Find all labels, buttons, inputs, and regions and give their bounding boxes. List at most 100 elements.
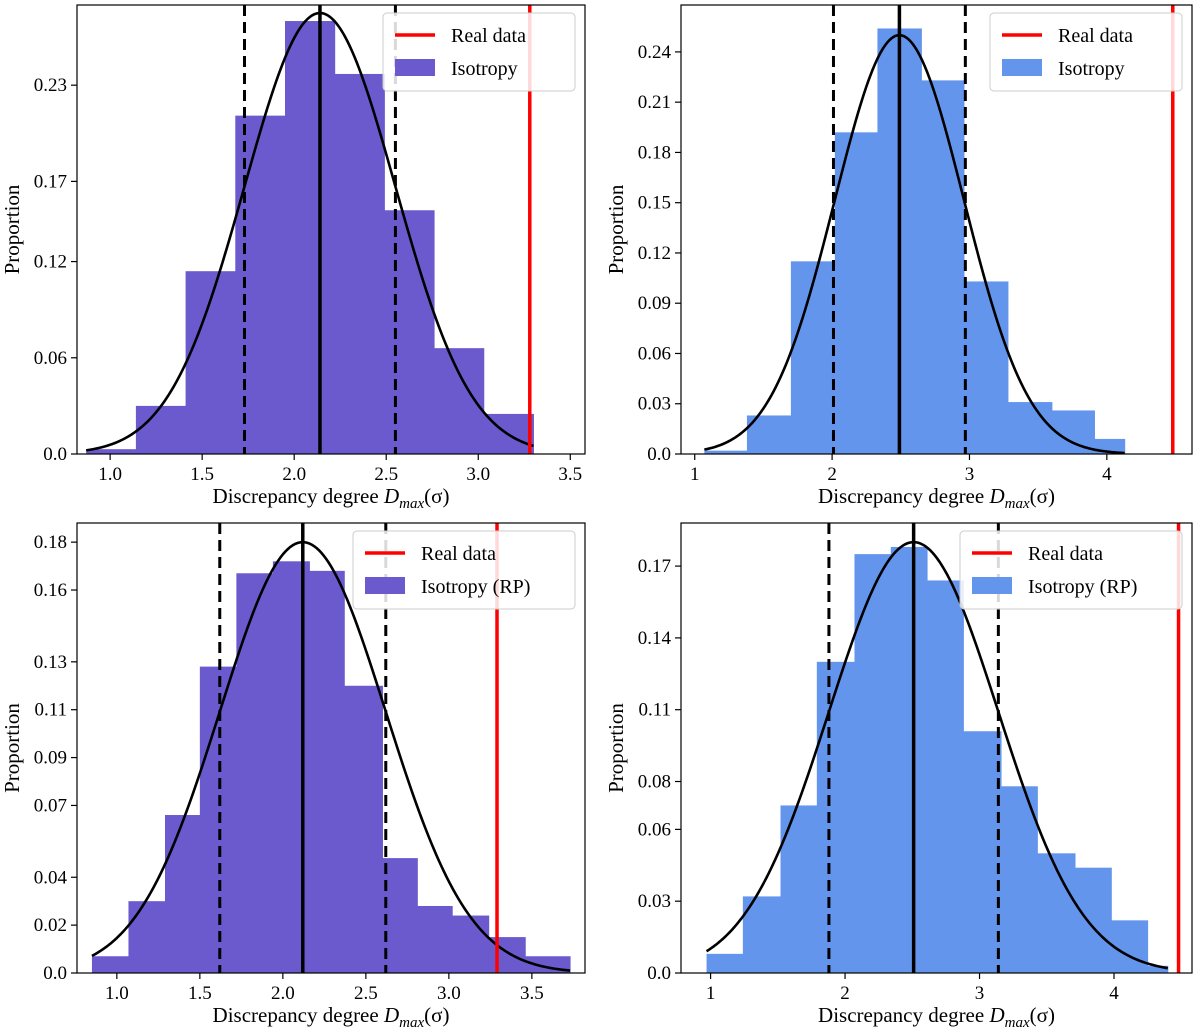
x-tick-label: 2.5: [354, 983, 378, 1004]
legend: Real data Isotropy (RP): [352, 530, 576, 610]
histogram-bar: [86, 449, 137, 454]
y-tick-label: 0.07: [34, 795, 67, 816]
histogram-bar: [284, 21, 336, 455]
legend-sim-label: Isotropy (RP): [1028, 576, 1137, 598]
y-tick-label: 0.18: [34, 532, 67, 553]
legend: Real data Isotropy: [382, 12, 576, 92]
histogram-bar: [1075, 867, 1112, 973]
histogram-bar: [890, 546, 928, 973]
histogram-bar: [164, 815, 201, 973]
legend-box: [959, 530, 1183, 610]
y-tick-label: 0.13: [34, 652, 67, 673]
y-tick-label: 0.04: [34, 867, 68, 888]
y-tick-label: 0.09: [638, 293, 671, 314]
histogram-bar: [91, 956, 129, 973]
y-axis-label: Proportion: [604, 184, 628, 274]
panel-bottom-left: 1.0 1.5 2.0 2.5 3.0 3.5 0.0 0.02 0.04 0.07 0.09 0.1…: [0, 522, 586, 1031]
histogram-bar: [780, 805, 818, 973]
x-axis-label-prefix: Discrepancy degree: [818, 484, 989, 508]
histogram-bar: [382, 858, 418, 973]
y-tick-label: 0.06: [638, 343, 671, 364]
legend-real-data-label: Real data: [1058, 25, 1133, 47]
histogram-bar: [1001, 786, 1038, 973]
legend-real-data-label: Real data: [1028, 543, 1103, 565]
plot-frame: [680, 522, 1193, 974]
x-axis-label-var: D: [383, 484, 399, 508]
x-axis-label: Discrepancy degree Dmax(σ): [818, 484, 1055, 512]
x-tick-label: 1: [690, 464, 700, 485]
x-axis-label: Discrepancy degree Dmax(σ): [213, 1003, 450, 1031]
legend: Real data Isotropy (RP): [959, 530, 1183, 610]
x-tick-label: 4: [1109, 983, 1119, 1004]
y-axis-label: Proportion: [604, 703, 628, 793]
y-tick-label: 0.02: [34, 915, 67, 936]
gaussian-fit-curve: [705, 540, 1169, 970]
y-tick-label: 0.0: [43, 444, 67, 465]
legend-box: [352, 530, 576, 610]
histogram-bar: [334, 73, 385, 454]
x-axis-label-var: D: [383, 1003, 399, 1027]
y-axis-label: Proportion: [0, 703, 24, 793]
y-tick-label: 0.11: [34, 700, 67, 721]
x-tick-label: 3.5: [558, 464, 582, 485]
histogram-bar: [236, 573, 274, 973]
histogram-bar: [417, 905, 453, 973]
legend-sim-swatch: [1002, 59, 1042, 76]
histogram-bar: [706, 953, 744, 973]
x-axis-label: Discrepancy degree Dmax(σ): [213, 484, 450, 512]
gaussian-fit-curve: [704, 33, 1125, 455]
x-axis-label-sub: max: [399, 496, 424, 512]
x-tick-label: 1.5: [190, 464, 214, 485]
x-tick-label: 3.5: [520, 983, 544, 1004]
y-tick-label: 0.09: [34, 748, 67, 769]
x-tick-label: 3.0: [437, 983, 461, 1004]
histogram-bar: [963, 731, 1002, 973]
legend-sim-swatch: [365, 577, 405, 594]
x-tick-label: 1.0: [98, 464, 122, 485]
y-tick-label: 0.23: [34, 75, 67, 96]
histogram-bar: [921, 80, 965, 455]
histogram-bar: [1007, 402, 1053, 454]
x-axis-label-arg: (σ): [1030, 1003, 1055, 1027]
legend-sim-label: Isotropy: [451, 58, 518, 80]
y-tick-label: 0.12: [34, 252, 67, 273]
y-tick-label: 0.12: [638, 243, 671, 264]
y-tick-label: 0.17: [638, 556, 671, 577]
panel-bottom-right: 1 2 3 4 0.0 0.03 0.06 0.08 0.11 0.14 0.17 Proportio…: [604, 522, 1193, 1031]
x-axis-label-arg: (σ): [424, 484, 449, 508]
x-tick-label: 2.5: [374, 464, 398, 485]
histogram-bar: [704, 450, 748, 454]
x-axis-label: Discrepancy degree Dmax(σ): [818, 1003, 1055, 1031]
histogram-bar: [135, 405, 187, 454]
x-tick-label: 2: [827, 464, 837, 485]
y-tick-label: 0.14: [638, 628, 672, 649]
gaussian-fit-curve: [85, 11, 534, 452]
panel-top-left: 1.0 1.5 2.0 2.5 3.0 3.5 0.0 0.06 0.12 0.17 0.23 Pro…: [0, 4, 586, 512]
x-tick-label: 4: [1102, 464, 1112, 485]
y-tick-label: 0.06: [638, 819, 671, 840]
x-tick-label: 2: [840, 983, 850, 1004]
x-axis-label-arg: (σ): [1030, 484, 1055, 508]
legend: Real data Isotropy: [989, 12, 1183, 92]
histogram-bar: [384, 210, 435, 454]
histogram-bar: [816, 661, 855, 973]
x-axis-label-var: D: [988, 1003, 1004, 1027]
x-tick-label: 1.5: [188, 983, 212, 1004]
x-axis-label-prefix: Discrepancy degree: [213, 484, 384, 508]
x-tick-label: 1.0: [105, 983, 129, 1004]
y-tick-label: 0.17: [34, 171, 67, 192]
x-axis-label-arg: (σ): [424, 1003, 449, 1027]
histogram-bar: [235, 115, 286, 455]
histogram-bar: [1147, 965, 1169, 973]
x-axis-label-sub: max: [399, 1015, 424, 1031]
histogram-bar: [344, 685, 383, 973]
x-axis-label-var: D: [988, 484, 1004, 508]
gaussian-fit-curve: [91, 540, 571, 972]
y-tick-label: 0.06: [34, 348, 67, 369]
histogram-bar: [834, 132, 878, 454]
plot-frame: [680, 4, 1193, 455]
y-axis-label: Proportion: [0, 184, 24, 274]
y-tick-label: 0.21: [638, 92, 671, 113]
histogram-bar: [309, 570, 345, 973]
